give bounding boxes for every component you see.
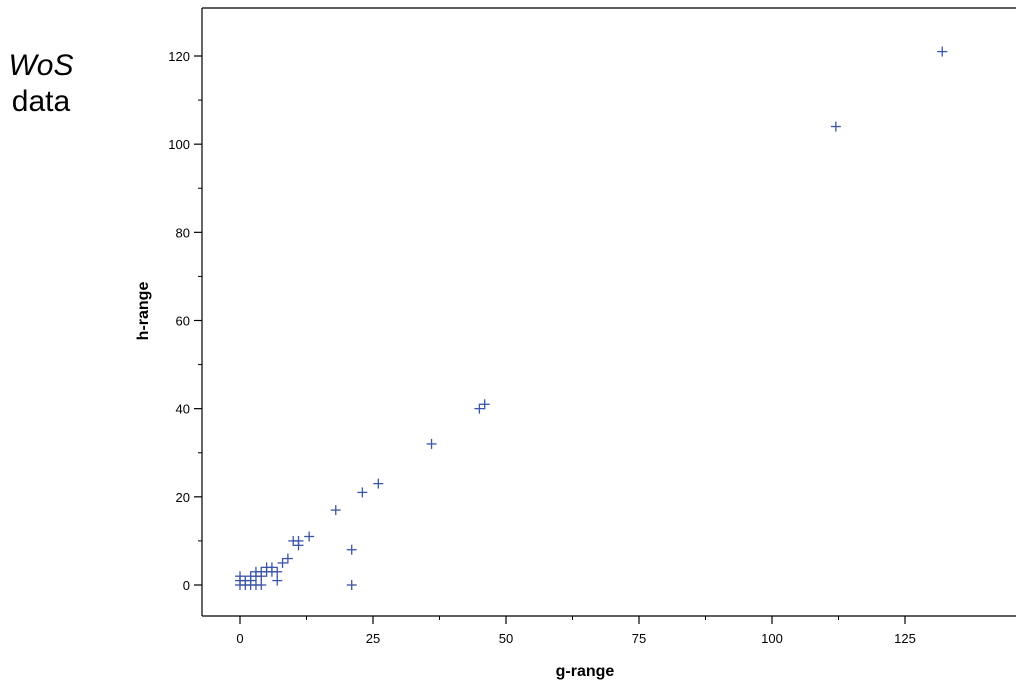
axes: 0 25 50 75 100 125 0 20 40 60 80 100 120 (168, 7, 1016, 646)
data-point (256, 580, 267, 590)
x-tick-label: 125 (894, 631, 916, 646)
side-label-line1: WoS (8, 49, 74, 82)
data-point (235, 571, 245, 582)
y-tick-label: 80 (176, 225, 190, 240)
data-point (357, 487, 368, 498)
data-point (304, 531, 315, 542)
y-tick-label: 100 (168, 137, 190, 152)
data-point (346, 580, 357, 590)
data-point (479, 399, 490, 410)
data-point (272, 575, 283, 586)
x-tick-label: 100 (761, 631, 783, 646)
data-point (426, 438, 437, 449)
data-point (277, 557, 288, 568)
x-axis-label: g-range (556, 663, 615, 680)
data-points (235, 46, 948, 590)
y-tick-label: 0 (183, 578, 190, 593)
y-tick-label: 120 (168, 49, 190, 64)
side-label: WoS data (6, 48, 76, 120)
data-point (293, 535, 304, 546)
data-point (937, 46, 948, 57)
x-tick-label: 75 (632, 631, 646, 646)
y-tick-label: 20 (176, 490, 190, 505)
y-tick-label: 40 (176, 402, 190, 417)
y-tick-label: 60 (176, 314, 190, 329)
side-label-line2: data (11, 85, 71, 118)
data-point (272, 566, 283, 577)
data-point (474, 403, 485, 414)
x-tick-label: 25 (366, 631, 380, 646)
data-point (330, 505, 341, 516)
data-point (346, 544, 357, 555)
data-point (282, 553, 293, 564)
y-axis-label: h-range (135, 282, 152, 341)
x-tick-label: 50 (499, 631, 513, 646)
data-point (373, 478, 384, 489)
data-point (830, 121, 841, 132)
data-point (266, 562, 277, 573)
x-tick-label: 0 (236, 631, 243, 646)
